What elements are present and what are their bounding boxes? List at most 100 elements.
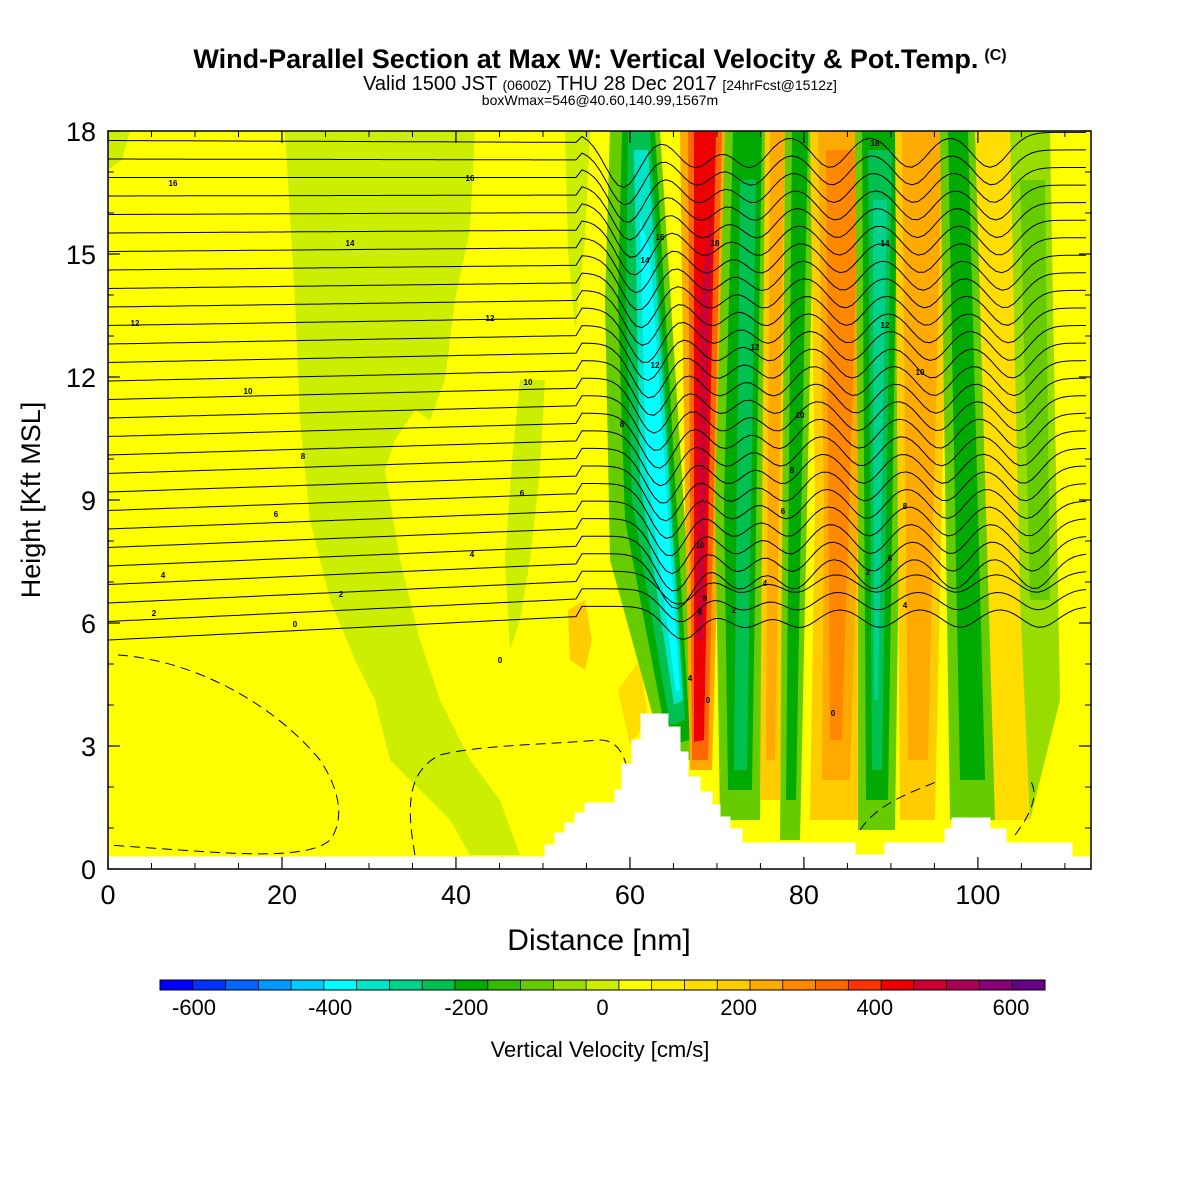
theta-contour xyxy=(108,395,1086,451)
theta-contour-label: 8 xyxy=(903,502,908,511)
x-axis: 0 20 40 60 80 100 xyxy=(100,131,1066,910)
theta-contour xyxy=(108,272,1086,329)
theta-contour-label: 16 xyxy=(169,179,178,188)
theta-contour-label: 8 xyxy=(703,594,708,603)
theta-contour-label: 10 xyxy=(696,541,705,550)
colorbar-swatch xyxy=(881,980,915,990)
field-weak-down-region xyxy=(565,131,590,330)
downdraft-band-5 xyxy=(948,131,985,780)
chart-title: Wind-Parallel Section at Max W: Vertical… xyxy=(0,44,1200,75)
colorbar-swatch xyxy=(979,980,1013,990)
theta-contour-label: 0 xyxy=(831,709,836,718)
colorbar-tick-label: -600 xyxy=(172,995,216,1020)
colorbar-swatch xyxy=(356,980,390,990)
theta-contour xyxy=(108,465,1087,522)
theta-contour xyxy=(108,202,1086,258)
plot-area: 1616141212101088664422001614121812101014… xyxy=(108,131,1091,869)
updraft-band-4 xyxy=(902,131,942,760)
x-tick-label: 40 xyxy=(441,880,471,910)
colorbar-swatch xyxy=(946,980,980,990)
theta-contour xyxy=(108,342,1086,399)
y-tick-label: 6 xyxy=(81,609,96,639)
theta-contour-label: 16 xyxy=(656,233,665,242)
theta-contour xyxy=(108,518,1087,575)
theta-contour-label: 8 xyxy=(301,452,306,461)
theta-contour xyxy=(108,131,1086,188)
updraft-band-1 xyxy=(697,200,712,640)
field-weak-down-region xyxy=(505,380,545,650)
y-tick-label: 18 xyxy=(66,117,96,147)
valid-time: Valid 1500 JST xyxy=(363,73,497,95)
x-tick-label: 100 xyxy=(955,880,1000,910)
colorbar-swatch xyxy=(455,980,489,990)
theta-contour-label: 8 xyxy=(790,466,795,475)
theta-contour xyxy=(108,588,1087,623)
copyright-mark: (C) xyxy=(984,47,1007,64)
chart-subtitle: Valid 1500 JST (0600Z) THU 28 Dec 2017 [… xyxy=(0,73,1200,96)
theta-contour-label: 4 xyxy=(161,571,166,580)
colorbar-swatch xyxy=(553,980,587,990)
valid-time-utc: (0600Z) xyxy=(502,77,552,93)
colorbar-swatch xyxy=(848,980,882,990)
colorbar-swatch xyxy=(586,980,620,990)
theta-contour-label: 4 xyxy=(470,550,475,559)
colorbar-swatch xyxy=(651,980,685,990)
theta-contour xyxy=(108,149,1086,206)
y-tick-label: 3 xyxy=(81,732,96,762)
theta-contour-label: 0 xyxy=(706,696,711,705)
theta-contour-label: 14 xyxy=(641,256,650,265)
theta-contour xyxy=(108,237,1086,294)
colorbar-swatch xyxy=(520,980,554,990)
x-tick-label: 80 xyxy=(789,880,819,910)
colorbar-swatch xyxy=(389,980,423,990)
y-axis-label: Height [Kft MSL] xyxy=(16,402,46,599)
colorbar-swatch xyxy=(422,980,456,990)
zero-contour-dashed xyxy=(409,739,631,856)
colorbar-frame xyxy=(159,979,1046,991)
colorbar-swatch xyxy=(1012,980,1046,990)
theta-contour xyxy=(108,605,1087,641)
theta-contour-label: 6 xyxy=(520,489,525,498)
colorbar-swatch xyxy=(291,980,325,990)
y-axis: 0 3 6 9 12 15 18 xyxy=(66,117,1091,885)
x-tick-label: 20 xyxy=(267,880,297,910)
colorbar-swatch xyxy=(684,980,718,990)
theta-contour xyxy=(108,219,1086,276)
y-tick-label: 9 xyxy=(81,486,96,516)
theta-contour xyxy=(108,377,1086,434)
theta-contour xyxy=(108,483,1087,539)
zero-contour-dashed xyxy=(108,654,340,855)
theta-contour-label: 6 xyxy=(781,507,786,516)
colorbar-swatch xyxy=(258,980,292,990)
theta-contour-label: 10 xyxy=(916,368,925,377)
theta-contour-label: 12 xyxy=(131,319,140,328)
colorbar-tick-label: 0 xyxy=(596,995,608,1020)
field-weak-down-region xyxy=(285,131,520,855)
downdraft-band-3 xyxy=(786,131,808,800)
y-tick-label: 0 xyxy=(81,855,96,885)
theta-contour-label: 12 xyxy=(881,321,890,330)
downdraft-band-4 xyxy=(873,200,887,700)
x-tick-label: 0 xyxy=(100,880,115,910)
colorbar-swatch xyxy=(782,980,817,990)
forecast-info: [24hrFcst@1512z] xyxy=(722,77,837,93)
zero-w-contours xyxy=(108,654,1035,856)
theta-contour-label: 10 xyxy=(244,387,253,396)
theta-contour xyxy=(108,500,1087,557)
y-tick-label: 12 xyxy=(66,363,96,393)
theta-contour xyxy=(108,307,1086,363)
theta-contour-labels: 1616141212101088664422001614121812101014… xyxy=(131,139,925,718)
colorbar-tick-label: 600 xyxy=(993,995,1030,1020)
downdraft-band-1 xyxy=(640,220,680,692)
downdraft-band-6 xyxy=(1020,180,1050,600)
theta-contour xyxy=(108,325,1086,382)
theta-contour-label: 2 xyxy=(866,568,871,577)
theta-contour xyxy=(108,447,1087,504)
theta-contour-label: 14 xyxy=(346,239,355,248)
x-tick-label: 60 xyxy=(615,880,645,910)
colorbar-swatch xyxy=(750,980,784,990)
theta-contour-label: 2 xyxy=(339,590,344,599)
theta-contour-label: 14 xyxy=(881,239,890,248)
theta-contour xyxy=(108,430,1087,487)
